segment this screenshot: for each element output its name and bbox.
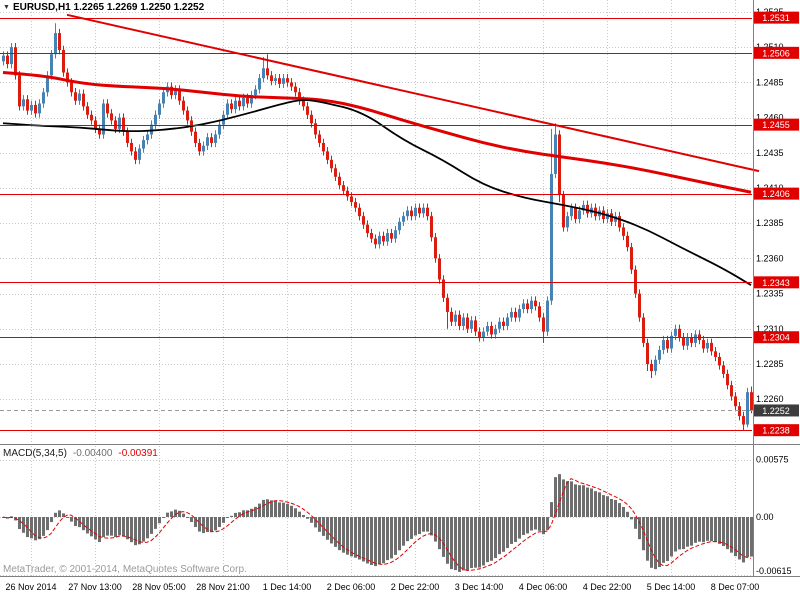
price-tick-label: 1.2460 xyxy=(756,113,784,123)
time-axis[interactable]: 26 Nov 2014 27 Nov 13:00 28 Nov 05:00 28 No… xyxy=(5,582,759,592)
time-axis-label: 27 Nov 13:00 xyxy=(68,582,122,592)
level-price-label: 1.2238 xyxy=(762,426,790,436)
bid-price-label: 1.2252 xyxy=(754,404,799,417)
price-tick-label: 1.2310 xyxy=(756,324,784,334)
macd-histogram xyxy=(2,474,753,572)
time-axis-label: 28 Nov 21:00 xyxy=(196,582,250,592)
price-tick-label: 1.2435 xyxy=(756,148,784,158)
time-axis-label: 1 Dec 14:00 xyxy=(263,582,312,592)
price-scale[interactable]: 1.25351.25101.24851.24601.24351.24101.23… xyxy=(756,7,784,404)
macd-scale[interactable]: 0.00575 0.00 -0.00615 xyxy=(0,455,792,577)
bid-price-text: 1.2252 xyxy=(762,406,790,416)
macd-tick-label: -0.00615 xyxy=(756,566,792,576)
time-axis-label: 2 Dec 06:00 xyxy=(327,582,376,592)
macd-tick-label: 0.00575 xyxy=(756,455,789,465)
level-price-label: 1.2406 xyxy=(762,189,790,199)
time-axis-label: 28 Nov 05:00 xyxy=(132,582,186,592)
time-axis-label: 4 Dec 06:00 xyxy=(519,582,568,592)
ma-line-red[interactable] xyxy=(2,71,752,194)
time-axis-label: 2 Dec 22:00 xyxy=(391,582,440,592)
macd-signal-line xyxy=(2,478,752,571)
time-axis-label: 8 Dec 07:00 xyxy=(711,582,760,592)
horizontal-gridlines xyxy=(0,12,752,400)
panel-separator xyxy=(0,0,800,577)
price-tick-label: 1.2335 xyxy=(756,289,784,299)
time-axis-label: 5 Dec 14:00 xyxy=(647,582,696,592)
candlesticks xyxy=(2,23,753,431)
price-level-labels: 1.2531 1.2506 1.2455 1.2406 1.2343 1.2304 1.22… xyxy=(754,11,799,437)
price-tick-label: 1.2260 xyxy=(756,394,784,404)
price-tick-label: 1.2285 xyxy=(756,359,784,369)
level-price-label: 1.2531 xyxy=(762,13,790,23)
level-price-label: 1.2343 xyxy=(762,278,790,288)
ma-line-black[interactable] xyxy=(2,99,752,286)
time-axis-label: 26 Nov 2014 xyxy=(5,582,56,592)
level-price-label: 1.2455 xyxy=(762,120,790,130)
price-tick-label: 1.2360 xyxy=(756,253,784,263)
descending-trendline[interactable] xyxy=(66,13,760,173)
level-price-label: 1.2506 xyxy=(762,48,790,58)
price-tick-label: 1.2485 xyxy=(756,77,784,87)
time-axis-label: 3 Dec 14:00 xyxy=(455,582,504,592)
price-tick-label: 1.2385 xyxy=(756,218,784,228)
time-axis-label: 4 Dec 22:00 xyxy=(583,582,632,592)
macd-tick-label: 0.00 xyxy=(756,512,774,522)
horizontal-level-lines[interactable] xyxy=(0,18,752,431)
level-price-label: 1.2304 xyxy=(762,333,790,343)
